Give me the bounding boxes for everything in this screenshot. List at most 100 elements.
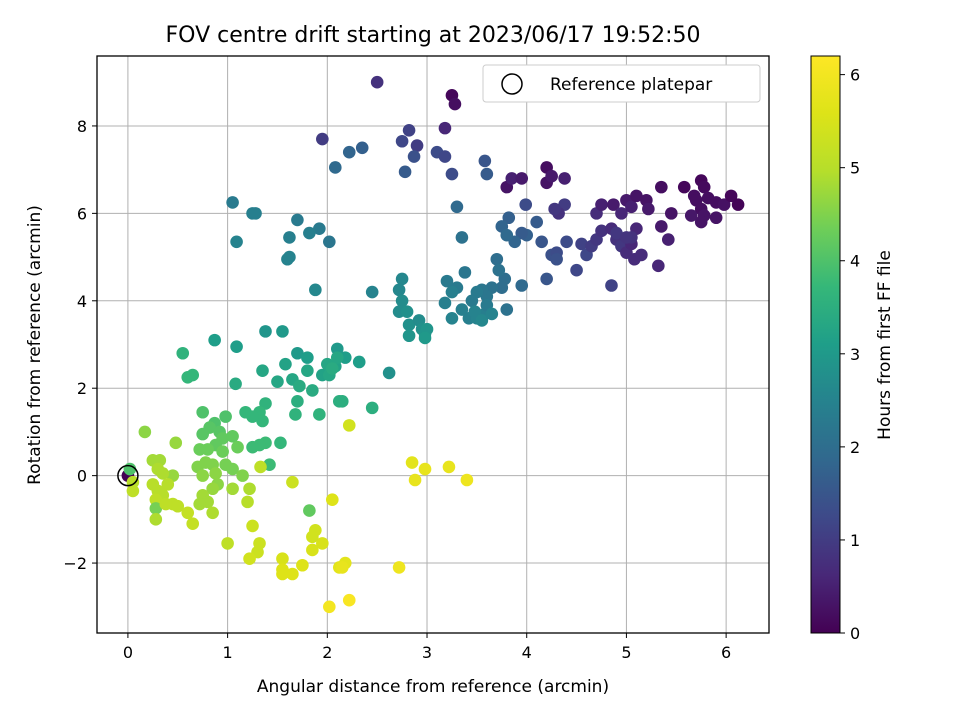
data-point	[316, 132, 329, 146]
colorbar: 0 1 2 3 4 5 6 Hours from first FF file	[810, 55, 895, 643]
data-point	[186, 517, 200, 531]
data-point	[236, 469, 249, 482]
data-point	[535, 235, 548, 249]
data-point	[209, 467, 222, 480]
data-point	[196, 469, 209, 482]
data-point	[226, 196, 239, 209]
data-point	[405, 456, 419, 469]
data-point	[281, 252, 294, 266]
data-point	[352, 355, 366, 369]
data-point	[208, 333, 221, 347]
data-point	[709, 211, 723, 225]
data-point	[293, 379, 306, 393]
data-point	[548, 202, 561, 216]
data-point	[402, 124, 416, 137]
data-point	[392, 561, 406, 574]
data-point	[575, 237, 588, 251]
data-point	[221, 537, 234, 550]
data-point	[239, 405, 252, 419]
data-point	[468, 305, 482, 319]
x-tick-label: 6	[721, 643, 731, 662]
data-point	[630, 189, 643, 203]
data-point	[490, 252, 504, 266]
data-point	[652, 259, 665, 273]
data-point	[181, 506, 195, 520]
data-point	[193, 497, 206, 511]
data-point	[309, 283, 322, 297]
data-point	[448, 97, 462, 111]
data-point	[291, 213, 304, 227]
data-point	[226, 429, 239, 443]
data-point	[206, 482, 219, 496]
data-point	[717, 198, 731, 211]
legend-label: Reference platepar	[550, 75, 712, 95]
data-point	[276, 552, 289, 565]
data-point	[289, 408, 302, 421]
data-point	[408, 473, 422, 487]
data-point	[274, 436, 287, 450]
data-point	[229, 377, 242, 391]
data-point	[595, 198, 608, 211]
data-point	[226, 462, 239, 476]
data-point	[478, 154, 492, 168]
data-point	[495, 281, 509, 294]
data-point	[502, 211, 516, 225]
data-point	[335, 561, 349, 574]
data-point	[442, 460, 456, 474]
data-point	[296, 558, 309, 572]
x-tick-label: 0	[123, 643, 133, 662]
x-tick-label: 5	[621, 643, 631, 662]
y-tick-label: 0	[77, 467, 87, 486]
y-tick-label: −2	[63, 554, 87, 573]
data-point	[402, 318, 416, 332]
legend-box	[482, 64, 761, 103]
data-point	[515, 226, 529, 240]
data-point	[697, 180, 711, 194]
colorbar-tick-label: 4	[850, 252, 860, 271]
data-point	[259, 325, 272, 338]
y-tick-label: 8	[77, 117, 87, 136]
data-point	[661, 233, 675, 246]
data-point	[625, 200, 638, 214]
data-point	[382, 366, 396, 380]
data-point	[246, 440, 259, 454]
data-point	[241, 495, 254, 509]
data-point	[402, 329, 416, 343]
data-point	[615, 207, 628, 220]
data-point	[219, 410, 232, 423]
data-point	[545, 169, 558, 183]
data-point	[316, 537, 329, 550]
data-point	[306, 543, 319, 557]
data-point	[395, 134, 409, 148]
data-point	[455, 303, 469, 316]
data-point	[410, 139, 424, 152]
data-point	[530, 215, 543, 229]
data-point	[325, 493, 339, 506]
data-point	[328, 161, 342, 174]
data-point	[149, 502, 163, 515]
chart-title: FOV centre drift starting at 2023/06/17 …	[166, 23, 701, 48]
scatter-points	[117, 75, 745, 614]
y-tick-label: 4	[77, 292, 87, 311]
data-point	[286, 567, 299, 581]
data-point	[438, 296, 452, 310]
y-tick-label: 2	[77, 379, 87, 398]
data-point	[286, 475, 299, 489]
data-point	[445, 285, 459, 299]
plot-frame	[96, 55, 770, 634]
data-point	[256, 414, 269, 428]
data-point	[607, 198, 620, 211]
data-point	[306, 530, 319, 544]
data-point	[196, 427, 209, 441]
colorbar-tick-label: 0	[850, 624, 860, 643]
grid	[97, 56, 769, 633]
data-point	[330, 342, 344, 356]
data-point	[323, 600, 336, 614]
data-point	[395, 272, 409, 286]
colorbar-tick-label: 2	[850, 438, 860, 457]
data-point	[475, 314, 489, 327]
data-point	[398, 165, 412, 179]
data-point	[161, 478, 175, 491]
data-point	[230, 340, 243, 353]
